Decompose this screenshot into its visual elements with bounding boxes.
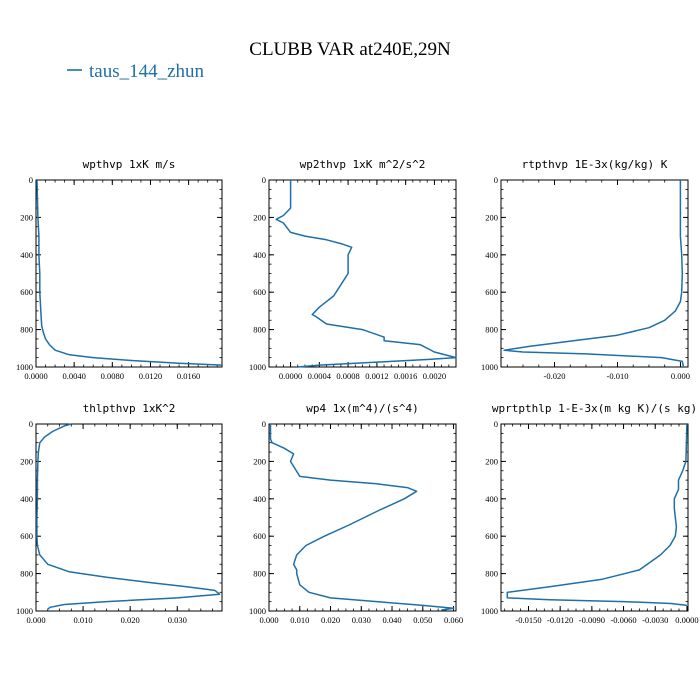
x-tick-label: 0.000 xyxy=(259,615,278,625)
panel-title: wp4 1x(m^4)/(s^4) xyxy=(306,402,419,415)
y-tick-label: 1000 xyxy=(16,362,33,372)
panels: wpthvp 1xK m/s0.0000 0.0040 0.0080 0.0120 0.… xyxy=(16,158,699,625)
y-tick-label: 0 xyxy=(494,175,498,185)
series-line-1 xyxy=(503,180,685,368)
plot-frame xyxy=(268,179,457,368)
y-tick-label: 600 xyxy=(20,531,33,541)
x-tick-label: -0.0090 xyxy=(579,615,605,625)
y-tick-label: 0 xyxy=(29,419,33,429)
legend: taus_144_zhun xyxy=(67,61,205,82)
y-tick-label: 200 xyxy=(485,456,498,466)
panel-1: wpthvp 1xK m/s 0.0000 0.0040 0.0080 0.0120 0.… xyxy=(16,158,223,381)
x-tick-label: 0.0012 xyxy=(365,371,388,381)
y-tick-label: 400 xyxy=(485,250,498,260)
x-tick-label: -0.020 xyxy=(544,371,566,381)
y-tick-label: 600 xyxy=(20,287,33,297)
y-tick-label: 800 xyxy=(253,569,266,579)
y-tick-label: 400 xyxy=(253,494,266,504)
y-tick-label: 1000 xyxy=(249,362,266,372)
y-tick-label: 0 xyxy=(29,175,33,185)
panel-title: wprtpthlp 1-E-3x(m kg K)/(s kg) xyxy=(492,402,697,415)
y-tick-label: 1000 xyxy=(16,606,33,616)
y-tick-label: 200 xyxy=(20,456,33,466)
y-tick-label: 600 xyxy=(253,531,266,541)
x-tick-label: 0.060 xyxy=(444,615,463,625)
x-tick-label: 0.0000 xyxy=(24,371,47,381)
panel-title: wpthvp 1xK m/s xyxy=(83,158,176,171)
y-tick-label: 0 xyxy=(262,175,266,185)
x-tick-label: -0.0150 xyxy=(515,615,541,625)
y-tick-label: 0 xyxy=(494,419,498,429)
y-tick-label: 600 xyxy=(485,531,498,541)
panel-4: thlpthvp 1xK^2 0.000 0.010 0.020 0.030 0 200 40… xyxy=(16,402,223,625)
x-tick-label: 0.020 xyxy=(121,615,140,625)
x-tick-label: 0.010 xyxy=(74,615,93,625)
panel-title: wp2thvp 1xK m^2/s^2 xyxy=(300,158,426,171)
y-tick-label: 1000 xyxy=(249,606,266,616)
x-tick-label: 0.030 xyxy=(168,615,187,625)
y-tick-label: 1000 xyxy=(481,362,498,372)
y-tick-label: 600 xyxy=(253,287,266,297)
y-tick-label: 800 xyxy=(20,325,33,335)
x-tick-label: 0.000 xyxy=(671,371,690,381)
panel-2: wp2thvp 1xK m^2/s^2 0.0000 0.0004 0.0008 0.0… xyxy=(249,158,457,381)
y-tick-label: 200 xyxy=(253,212,266,222)
x-tick-label: 0.0000 xyxy=(279,371,302,381)
plot-frame xyxy=(500,423,689,612)
x-tick-label: 0.0040 xyxy=(62,371,85,381)
y-tick-label: 400 xyxy=(20,494,33,504)
panel-5: wp4 1x(m^4)/(s^4) 0.000 0.010 0.020 0.030 0.0… xyxy=(249,402,463,625)
y-tick-label: 400 xyxy=(20,250,33,260)
series-line-1 xyxy=(36,179,223,366)
x-tick-label: 0.010 xyxy=(290,615,309,625)
x-tick-label: 0.0160 xyxy=(177,371,200,381)
x-tick-label: -0.0120 xyxy=(547,615,573,625)
y-tick-label: 400 xyxy=(253,250,266,260)
panel-title: rtpthvp 1E-3x(kg/kg) K xyxy=(522,158,668,171)
x-tick-label: 0.030 xyxy=(352,615,371,625)
plot-frame xyxy=(35,179,223,368)
y-tick-label: 1000 xyxy=(481,606,498,616)
x-tick-label: 0.0080 xyxy=(101,371,124,381)
x-tick-label: 0.0000 xyxy=(675,615,698,625)
x-tick-label: -0.010 xyxy=(606,371,628,381)
x-tick-label: -0.0060 xyxy=(610,615,636,625)
x-tick-label: 0.040 xyxy=(382,615,401,625)
series-line-1 xyxy=(506,423,688,607)
legend-label: taus_144_zhun xyxy=(89,61,205,82)
y-tick-label: 800 xyxy=(485,569,498,579)
x-tick-label: 0.000 xyxy=(26,615,45,625)
y-tick-label: 0 xyxy=(262,419,266,429)
y-tick-label: 600 xyxy=(485,287,498,297)
y-tick-label: 400 xyxy=(485,494,498,504)
x-tick-label: -0.0030 xyxy=(642,615,668,625)
y-tick-label: 200 xyxy=(253,456,266,466)
plot-frame xyxy=(35,423,223,612)
x-tick-label: 0.050 xyxy=(413,615,432,625)
x-tick-label: 0.020 xyxy=(321,615,340,625)
x-tick-label: 0.0016 xyxy=(394,371,417,381)
x-tick-label: 0.0120 xyxy=(139,371,162,381)
y-tick-label: 800 xyxy=(253,325,266,335)
x-tick-label: 0.0004 xyxy=(308,371,332,381)
x-tick-label: 0.0020 xyxy=(423,371,446,381)
panel-3: rtpthvp 1E-3x(kg/kg) K -0.020 -0.010 0.000 0… xyxy=(481,158,690,381)
series-line-1 xyxy=(36,423,221,610)
figure-title: CLUBB VAR at240E,29N xyxy=(249,39,451,60)
plot-frame xyxy=(268,423,457,612)
y-tick-label: 200 xyxy=(20,212,33,222)
series-line-1 xyxy=(269,424,455,611)
y-tick-label: 800 xyxy=(485,325,498,335)
panel-6: wprtpthlp 1-E-3x(m kg K)/(s kg) -0.0150 -0… xyxy=(481,402,699,625)
x-tick-label: 0.0008 xyxy=(336,371,359,381)
y-tick-label: 800 xyxy=(20,569,33,579)
y-tick-label: 200 xyxy=(485,212,498,222)
series-line-1 xyxy=(275,180,457,368)
plot-frame xyxy=(500,179,689,368)
panel-title: thlpthvp 1xK^2 xyxy=(83,402,176,415)
